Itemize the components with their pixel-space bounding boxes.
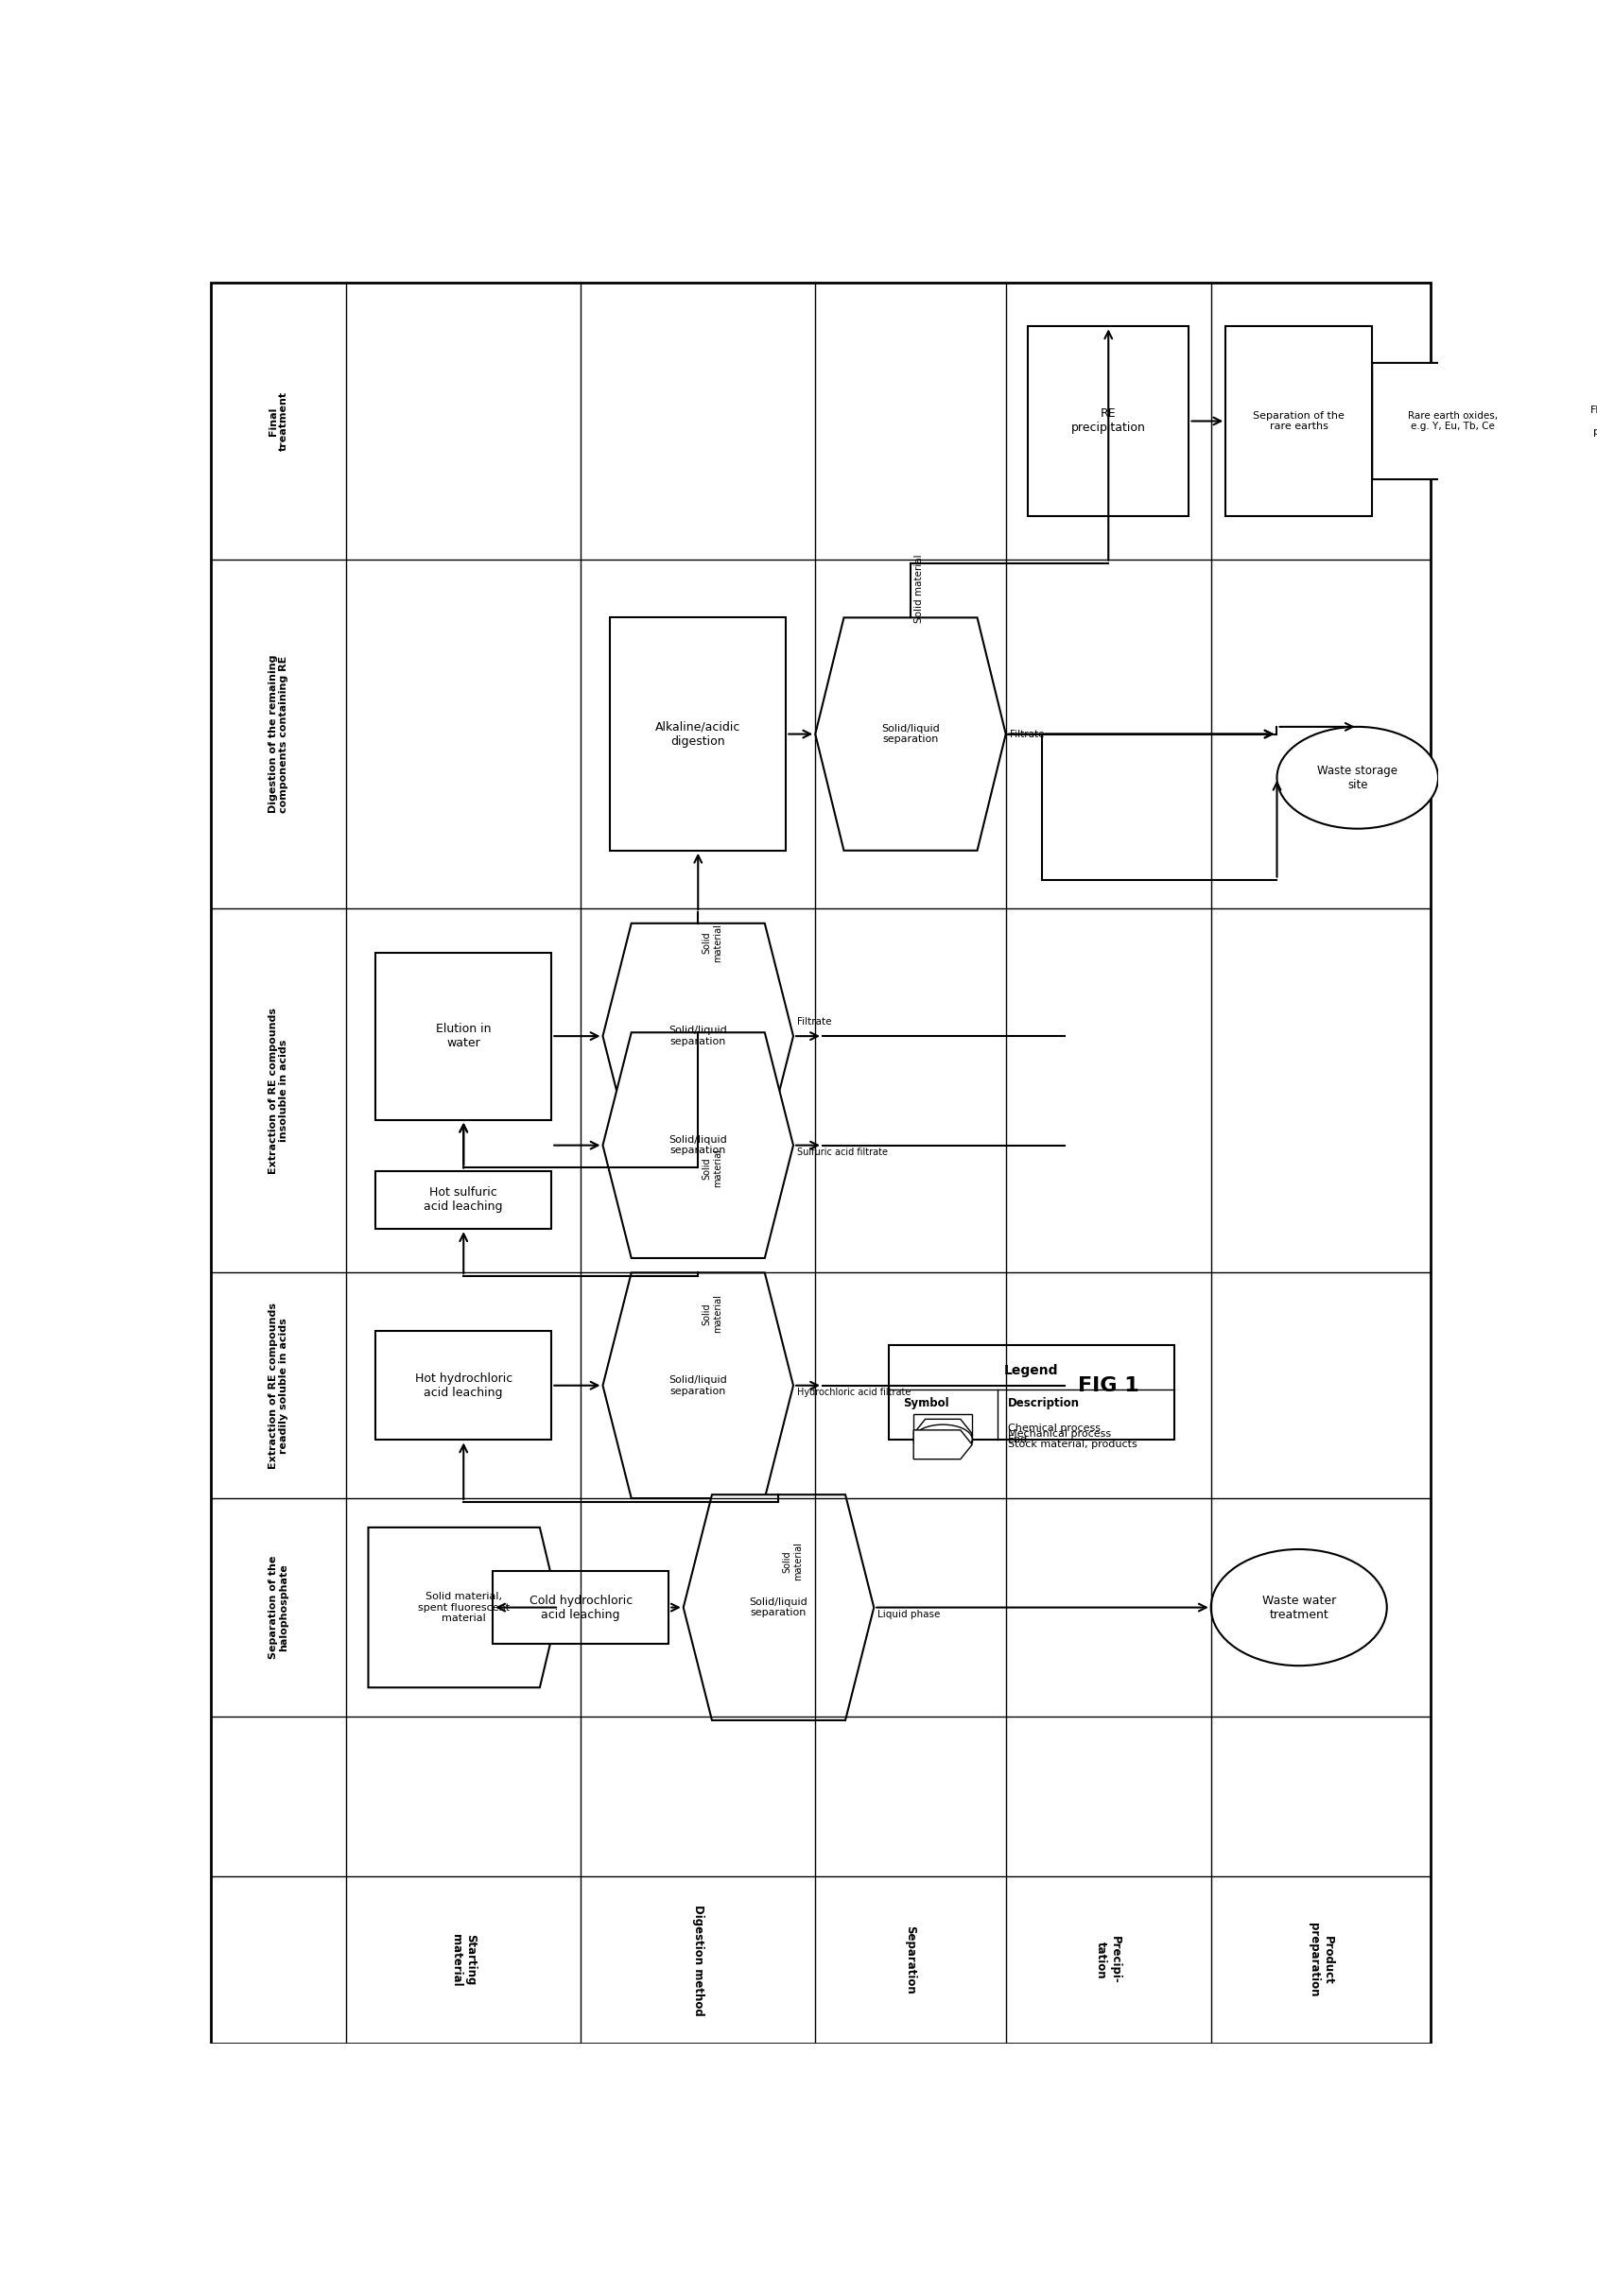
Text: Rare earth oxides,
e.g. Y, Eu, Tb, Ce: Rare earth oxides, e.g. Y, Eu, Tb, Ce: [1407, 411, 1496, 432]
Text: Separation of the
rare earths: Separation of the rare earths: [1252, 411, 1345, 432]
Text: Solid/liquid
separation: Solid/liquid separation: [669, 1134, 727, 1155]
Text: Stock material, products: Stock material, products: [1008, 1440, 1137, 1449]
Text: Hot hydrochloric
acid leaching: Hot hydrochloric acid leaching: [415, 1373, 513, 1398]
Polygon shape: [1372, 363, 1533, 480]
Polygon shape: [602, 1272, 792, 1499]
Text: Filtrate: Filtrate: [1009, 730, 1043, 739]
FancyBboxPatch shape: [1027, 326, 1188, 517]
Text: Solid/liquid
separation: Solid/liquid separation: [669, 1375, 727, 1396]
FancyBboxPatch shape: [610, 618, 786, 850]
Text: Filtrate: Filtrate: [797, 1017, 830, 1026]
Text: Solid
material: Solid material: [701, 1295, 722, 1334]
Ellipse shape: [1276, 728, 1437, 829]
Text: Symbol: Symbol: [902, 1398, 949, 1410]
FancyBboxPatch shape: [492, 1570, 668, 1644]
FancyBboxPatch shape: [1225, 326, 1372, 517]
Text: Separation of the
halophosphate: Separation of the halophosphate: [268, 1557, 289, 1660]
Text: Final
treatment: Final treatment: [268, 390, 289, 450]
Text: FIG 1: FIG 1: [1076, 1375, 1139, 1396]
Text: Waste water
treatment: Waste water treatment: [1262, 1593, 1335, 1621]
Text: Separation: Separation: [904, 1926, 917, 1995]
Text: Product
preparation: Product preparation: [1306, 1924, 1333, 1998]
Text: Solid
material: Solid material: [701, 923, 722, 962]
FancyBboxPatch shape: [888, 1345, 1174, 1440]
Text: End: End: [1008, 1435, 1027, 1444]
Text: Chemical process: Chemical process: [1008, 1424, 1100, 1433]
Text: Solid
material: Solid material: [783, 1543, 802, 1580]
Text: Cold hydrochloric
acid leaching: Cold hydrochloric acid leaching: [529, 1593, 632, 1621]
Text: Fluorescent
material
production: Fluorescent material production: [1589, 406, 1597, 436]
Text: Digestion method: Digestion method: [692, 1903, 704, 2016]
Polygon shape: [913, 1419, 971, 1449]
Text: Sulfuric acid filtrate: Sulfuric acid filtrate: [797, 1148, 888, 1157]
Polygon shape: [602, 923, 792, 1148]
Ellipse shape: [913, 1424, 971, 1453]
Text: Legend: Legend: [1003, 1364, 1057, 1378]
Text: Extraction of RE compounds
insoluble in acids: Extraction of RE compounds insoluble in …: [268, 1008, 289, 1173]
Polygon shape: [602, 1033, 792, 1258]
Text: Mechanical process: Mechanical process: [1008, 1428, 1110, 1437]
Polygon shape: [684, 1495, 874, 1720]
FancyBboxPatch shape: [375, 953, 551, 1120]
Text: Liquid phase: Liquid phase: [877, 1609, 939, 1619]
Text: Precipi-
tation: Precipi- tation: [1094, 1936, 1121, 1984]
Text: Solid/liquid
separation: Solid/liquid separation: [749, 1598, 808, 1619]
Text: Extraction of RE compounds
readily soluble in acids: Extraction of RE compounds readily solub…: [268, 1302, 289, 1469]
Text: Solid/liquid
separation: Solid/liquid separation: [882, 723, 939, 744]
Text: Solid material: Solid material: [913, 553, 923, 622]
Text: Starting
material: Starting material: [450, 1933, 476, 1986]
Text: Solid/liquid
separation: Solid/liquid separation: [669, 1026, 727, 1047]
FancyBboxPatch shape: [913, 1414, 971, 1442]
Text: Waste storage
site: Waste storage site: [1316, 765, 1397, 790]
Text: Digestion of the remaining
components containing RE: Digestion of the remaining components co…: [268, 654, 289, 813]
Polygon shape: [367, 1527, 559, 1688]
FancyBboxPatch shape: [375, 1332, 551, 1440]
Ellipse shape: [1211, 1550, 1386, 1665]
Text: Solid material,
spent fluorescent
material: Solid material, spent fluorescent materi…: [417, 1591, 509, 1623]
Text: Hydrochloric acid filtrate: Hydrochloric acid filtrate: [797, 1389, 910, 1398]
Polygon shape: [814, 618, 1005, 850]
Ellipse shape: [1533, 358, 1597, 482]
Text: Elution in
water: Elution in water: [436, 1024, 490, 1049]
Text: Solid
material: Solid material: [701, 1148, 722, 1187]
Text: Alkaline/acidic
digestion: Alkaline/acidic digestion: [655, 721, 741, 746]
Text: RE
precipitation: RE precipitation: [1070, 409, 1145, 434]
Text: Hot sulfuric
acid leaching: Hot sulfuric acid leaching: [423, 1187, 503, 1212]
Polygon shape: [913, 1430, 971, 1460]
Text: Description: Description: [1008, 1398, 1080, 1410]
FancyBboxPatch shape: [375, 1171, 551, 1228]
